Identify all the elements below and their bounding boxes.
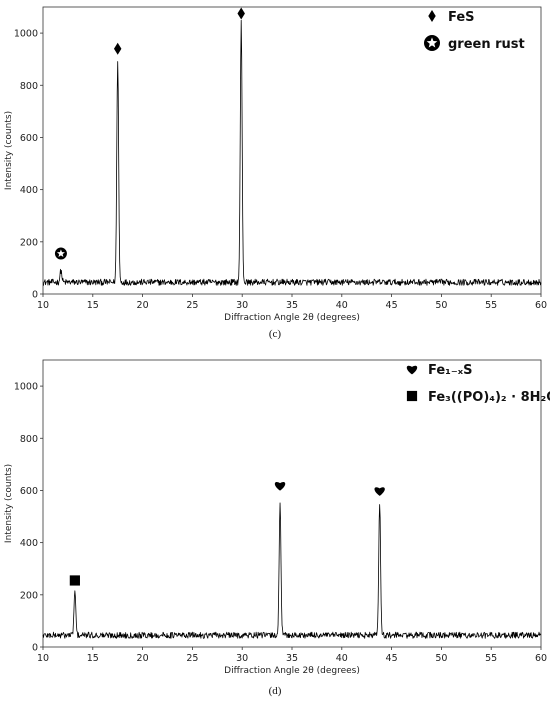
x-tick-label: 25 bbox=[186, 300, 198, 311]
legend-entry: green rust bbox=[448, 37, 525, 52]
y-tick-label: 1000 bbox=[14, 382, 38, 393]
y-tick-label: 0 bbox=[32, 290, 38, 301]
x-tick-label: 60 bbox=[535, 300, 547, 311]
x-tick-label: 45 bbox=[386, 300, 398, 311]
x-tick-label: 15 bbox=[87, 653, 99, 664]
x-tick-label: 50 bbox=[435, 653, 447, 664]
x-tick-label: 35 bbox=[286, 300, 298, 311]
peak-marker-heart bbox=[274, 482, 286, 491]
x-tick-label: 20 bbox=[137, 300, 149, 311]
panel-label-c: (c) bbox=[268, 328, 282, 340]
y-axis-title: Intensity (counts) bbox=[4, 464, 14, 543]
y-tick-label: 600 bbox=[20, 486, 38, 497]
xrd-panel-c: 10 15 20 25 30 35 40 45 50 55 60 0 200 400 600 800 1000 D… bbox=[4, 6, 547, 340]
x-tick-label: 30 bbox=[236, 653, 248, 664]
y-tick-label: 400 bbox=[20, 538, 38, 549]
y-tick-label: 200 bbox=[20, 590, 38, 601]
y-tick-label: 600 bbox=[20, 133, 38, 144]
x-tick-label: 30 bbox=[236, 300, 248, 311]
x-tick-label: 10 bbox=[37, 653, 49, 664]
legend-entry: FeS bbox=[448, 10, 475, 25]
x-axis-title: Diffraction Angle 2θ (degrees) bbox=[224, 313, 360, 323]
x-tick-label: 35 bbox=[286, 653, 298, 664]
xrd-trace bbox=[42, 502, 542, 639]
xrd-chart-c: 10 15 20 25 30 35 40 45 50 55 6002004006008001000D… bbox=[4, 6, 547, 323]
x-tick-label: 55 bbox=[485, 300, 497, 311]
x-tick-label: 25 bbox=[186, 653, 198, 664]
xrd-panel-d: 10 15 20 25 30 35 40 45 50 55 60 0 200 400 600 800 1000 D… bbox=[0, 353, 550, 706]
y-axis-title: Intensity (counts) bbox=[4, 111, 14, 190]
y-tick-label: 200 bbox=[20, 237, 38, 248]
x-axis-title: Diffraction Angle 2θ (degrees) bbox=[224, 666, 360, 676]
x-tick-label: 45 bbox=[386, 653, 398, 664]
peak-marker-diamond bbox=[237, 7, 245, 20]
legend-marker-star-circle bbox=[424, 35, 440, 51]
peak-marker-diamond bbox=[113, 42, 122, 55]
x-tick-label: 40 bbox=[336, 300, 348, 311]
x-tick-label: 10 bbox=[37, 300, 49, 311]
peak-marker-square bbox=[69, 575, 80, 586]
y-tick-label: 800 bbox=[20, 81, 38, 92]
x-tick-label: 40 bbox=[336, 653, 348, 664]
y-tick-label: 1000 bbox=[14, 29, 38, 40]
x-tick-label: 55 bbox=[485, 653, 497, 664]
legend-marker-square bbox=[406, 390, 418, 402]
legend-marker-heart bbox=[406, 365, 418, 375]
x-tick-label: 60 bbox=[535, 653, 547, 664]
x-tick-label: 20 bbox=[137, 653, 149, 664]
xrd-trace bbox=[42, 19, 542, 286]
y-tick-label: 800 bbox=[20, 434, 38, 445]
peak-marker-heart bbox=[374, 487, 385, 496]
xrd-chart-d: 10 15 20 25 30 35 40 45 50 55 6002004006008001000D… bbox=[4, 359, 550, 676]
panel-label-d: (d) bbox=[268, 685, 282, 697]
legend-marker-diamond bbox=[428, 10, 436, 22]
legend-entry: Fe₃((PO)₄)₂ · 8H₂O bbox=[428, 390, 550, 405]
x-tick-label: 50 bbox=[435, 300, 447, 311]
legend-entry: Fe₁₋ₓS bbox=[428, 363, 472, 378]
y-tick-label: 400 bbox=[20, 185, 38, 196]
y-tick-label: 0 bbox=[32, 643, 38, 654]
x-tick-label: 15 bbox=[87, 300, 99, 311]
peak-marker-star-circle bbox=[54, 247, 67, 260]
